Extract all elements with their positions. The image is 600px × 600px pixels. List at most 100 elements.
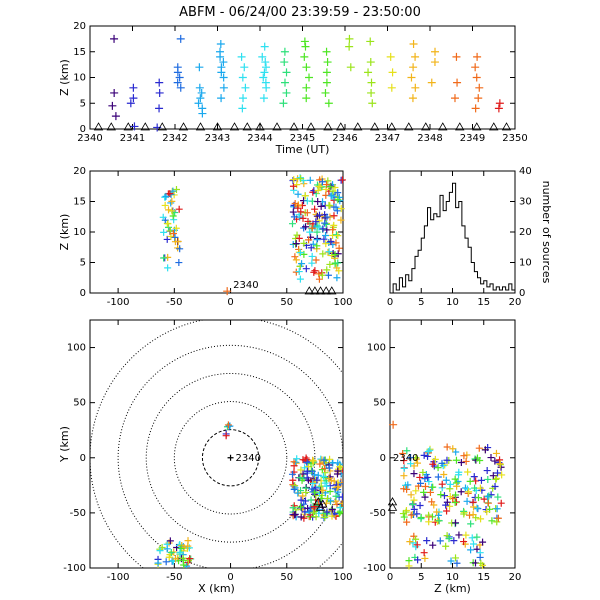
x-tick-label: 15 <box>477 297 490 308</box>
source-point <box>309 509 317 517</box>
x-axis-label: Z (km) <box>434 582 471 595</box>
source-point <box>164 264 172 272</box>
source-point <box>303 209 311 217</box>
source-point <box>289 220 297 228</box>
source-point <box>169 230 177 238</box>
source-point <box>168 197 176 205</box>
histogram-bars <box>390 182 516 294</box>
source-point <box>156 547 164 555</box>
source-point <box>484 493 492 501</box>
source-point <box>405 562 413 570</box>
source-point <box>299 470 307 478</box>
y-tick-label: 20 <box>73 166 86 177</box>
source-point <box>309 457 317 465</box>
y-axis-label: number of sources <box>540 181 553 284</box>
source-point <box>424 452 432 460</box>
sensor-marker <box>306 122 316 131</box>
source-point <box>413 541 421 549</box>
source-point <box>311 267 319 275</box>
source-point <box>155 88 164 97</box>
source-point <box>487 454 495 462</box>
y-tick-label: 0 <box>80 453 86 464</box>
source-point <box>475 83 484 92</box>
source-point <box>410 496 418 504</box>
source-point <box>175 259 183 267</box>
source-point <box>291 199 299 207</box>
source-point <box>309 456 317 464</box>
x-tick-label: 2341 <box>120 133 145 144</box>
source-point <box>496 460 504 468</box>
source-point <box>492 475 500 483</box>
source-point <box>198 104 207 113</box>
source-point <box>161 193 169 201</box>
source-point <box>219 83 228 92</box>
y-tick-label: 15 <box>73 47 86 58</box>
source-point <box>313 242 321 250</box>
source-point <box>280 47 289 56</box>
source-point <box>314 186 322 194</box>
source-point <box>217 63 226 72</box>
x-tick-label: 2350 <box>502 133 527 144</box>
xy-panel: -100 -50 0 50 100 -100 -50 0 50 100 X (km) Y (km) 23… <box>58 319 353 595</box>
source-point <box>440 492 448 500</box>
sensor-marker <box>327 286 337 295</box>
source-point <box>331 183 339 191</box>
source-point <box>492 449 500 457</box>
source-point <box>111 112 120 121</box>
source-point <box>328 506 336 514</box>
source-point <box>450 537 458 545</box>
source-point <box>334 232 342 240</box>
source-point <box>460 538 468 546</box>
source-point <box>421 554 429 562</box>
source-point <box>165 553 173 561</box>
x-tick-label: 10 <box>446 572 459 583</box>
plot-frame <box>389 319 516 569</box>
source-point <box>433 508 441 516</box>
source-point <box>473 504 481 512</box>
sensor-marker <box>310 286 320 295</box>
source-point <box>129 83 138 92</box>
source-point <box>484 499 492 507</box>
range-ring <box>145 372 316 543</box>
source-point <box>338 176 346 184</box>
source-point <box>466 477 474 485</box>
source-point <box>279 99 288 108</box>
y-axis-label: Y (km) <box>58 426 71 463</box>
source-point <box>301 192 309 200</box>
source-point <box>411 52 420 61</box>
source-point <box>407 73 416 82</box>
source-point <box>452 519 460 527</box>
y-tick-label: -50 <box>370 508 386 519</box>
source-point <box>282 88 291 97</box>
x-tick-label: 2349 <box>460 133 485 144</box>
x-tick-label: 2342 <box>162 133 187 144</box>
x-tick-label: 100 <box>333 297 352 308</box>
source-point <box>164 253 172 261</box>
source-point <box>166 190 174 198</box>
source-point <box>110 34 119 43</box>
source-point <box>154 559 162 567</box>
source-point <box>484 475 492 483</box>
x-tick-label: 20 <box>509 572 522 583</box>
source-point <box>404 481 412 489</box>
source-point <box>485 492 493 500</box>
source-point <box>464 468 472 476</box>
sensor-marker <box>195 122 206 131</box>
source-point <box>491 457 499 465</box>
source-point <box>410 505 418 513</box>
source-point <box>403 485 411 493</box>
source-point <box>176 245 184 253</box>
x-tick-label: 0 <box>227 572 233 583</box>
source-point <box>289 476 297 484</box>
source-point <box>431 47 440 56</box>
source-point <box>172 185 180 193</box>
source-point <box>325 464 333 472</box>
sensor-marker <box>157 122 167 131</box>
source-point <box>409 500 417 508</box>
source-point <box>323 213 331 221</box>
y-tick-label: 50 <box>73 398 86 409</box>
source-point <box>429 541 437 549</box>
source-point <box>162 192 170 200</box>
source-point <box>417 479 425 487</box>
source-point <box>473 454 481 462</box>
